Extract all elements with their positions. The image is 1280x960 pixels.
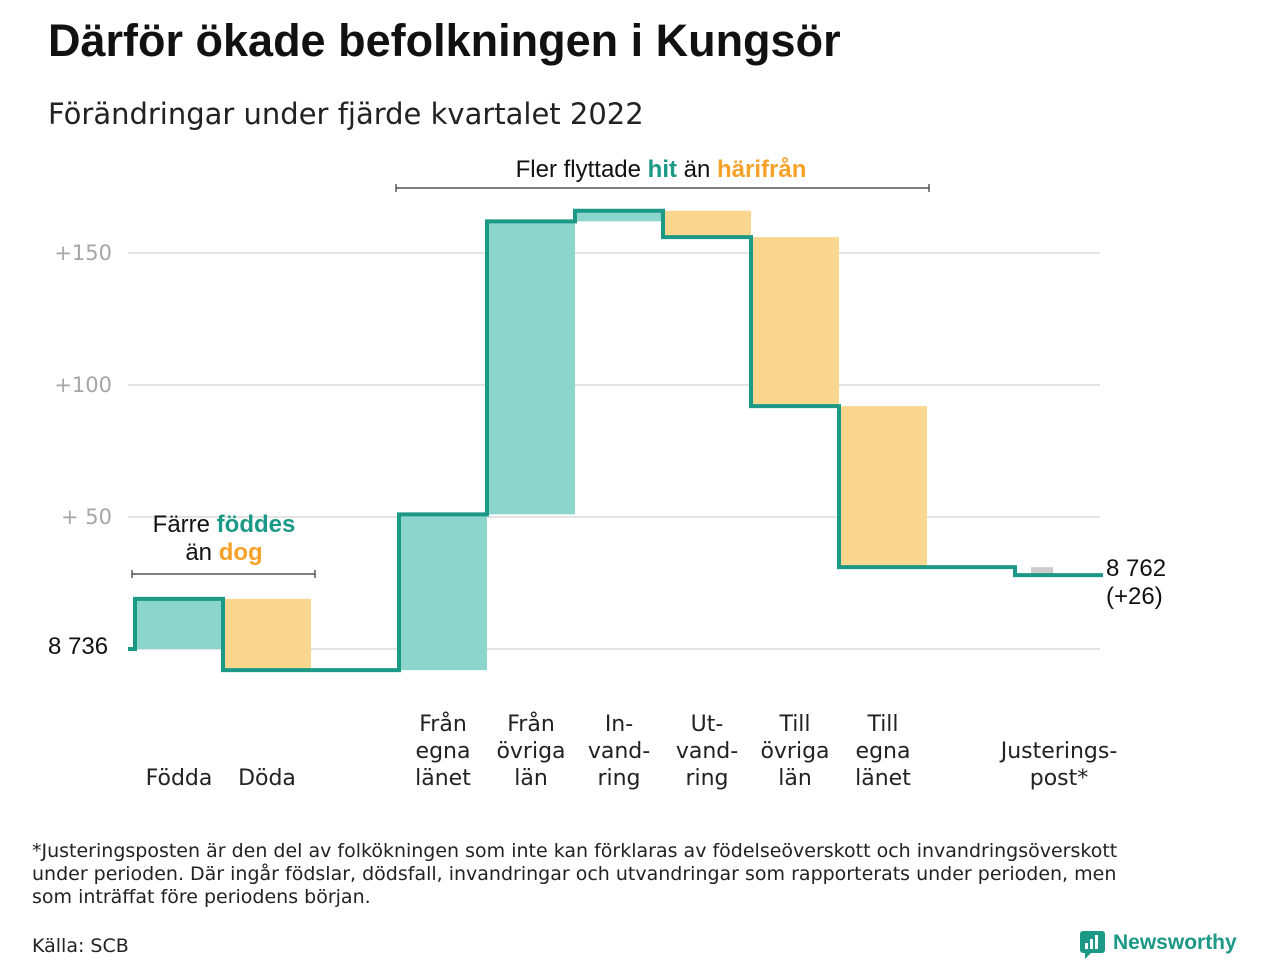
migration-annotation: Fler flyttade hit än härifrån xyxy=(395,156,930,192)
category-label: Döda xyxy=(238,766,296,791)
category-label: länet xyxy=(855,766,911,791)
bar xyxy=(751,237,839,407)
newsworthy-logo: Newsworthy xyxy=(1080,931,1237,959)
y-tick-label: +100 xyxy=(54,373,112,397)
category-label: egna xyxy=(416,739,471,764)
category-label: vand- xyxy=(588,739,650,764)
category-label: län xyxy=(514,766,548,791)
category-label: övriga xyxy=(496,739,565,764)
births-bracket xyxy=(131,570,316,578)
y-axis-ticks: +150 +100 + 50 xyxy=(54,241,112,529)
category-label: Till xyxy=(866,712,898,737)
newsworthy-logo-text: Newsworthy xyxy=(1113,931,1237,954)
category-label: ring xyxy=(685,766,728,791)
chart-subtitle: Förändringar under fjärde kvartalet 2022 xyxy=(48,97,644,131)
category-label: Justerings- xyxy=(999,739,1118,764)
category-label: Ut- xyxy=(691,712,724,737)
bar xyxy=(399,514,487,671)
category-label: In- xyxy=(605,712,633,737)
footnote-line: som inträffat före periodens början. xyxy=(32,886,371,908)
migration-bracket xyxy=(395,184,930,192)
category-label: Från xyxy=(507,711,555,737)
footnote-line: under perioden. Där ingår födslar, dödsf… xyxy=(32,862,1116,885)
migration-annotation-text: Fler flyttade hit än härifrån xyxy=(516,156,807,183)
y-tick-label: + 50 xyxy=(61,505,112,529)
bar xyxy=(575,210,663,222)
births-annotation-line2: än dog xyxy=(185,539,262,566)
footnote: *Justeringsposten är den del av folkökni… xyxy=(32,840,1117,908)
category-label: länet xyxy=(415,766,471,791)
category-label: vand- xyxy=(676,739,738,764)
bar xyxy=(487,221,575,515)
category-label: Födda xyxy=(146,766,213,791)
start-value-label: 8 736 xyxy=(48,633,108,660)
y-tick-label: +150 xyxy=(54,241,112,265)
category-label: Från xyxy=(419,711,467,737)
category-label: egna xyxy=(856,739,911,764)
births-annotation: Färre föddes än dog xyxy=(131,511,316,578)
bar xyxy=(223,598,311,671)
births-annotation-line1: Färre föddes xyxy=(153,511,296,538)
bar xyxy=(135,598,223,649)
gridlines xyxy=(128,252,1100,650)
end-change-label: (+26) xyxy=(1106,583,1163,610)
category-label: län xyxy=(778,766,812,791)
bar xyxy=(839,406,927,568)
newsworthy-chart-bubble-icon xyxy=(1080,931,1105,959)
category-label: ring xyxy=(597,766,640,791)
end-value-label: 8 762 xyxy=(1106,555,1166,582)
bar xyxy=(1031,567,1053,576)
footnote-line: *Justeringsposten är den del av folkökni… xyxy=(32,840,1117,862)
source-label: Källa: SCB xyxy=(32,935,129,957)
category-label: post* xyxy=(1030,766,1089,791)
category-label: övriga xyxy=(760,739,829,764)
cumulative-step-line xyxy=(128,208,1103,673)
bars xyxy=(135,210,1053,671)
chart-title: Därför ökade befolkningen i Kungsör xyxy=(48,15,841,66)
category-label: Till xyxy=(778,712,810,737)
category-labels: Födda DödaFrånegnalänetFrånövrigalänIn-va… xyxy=(146,711,1118,791)
bar xyxy=(663,210,751,238)
